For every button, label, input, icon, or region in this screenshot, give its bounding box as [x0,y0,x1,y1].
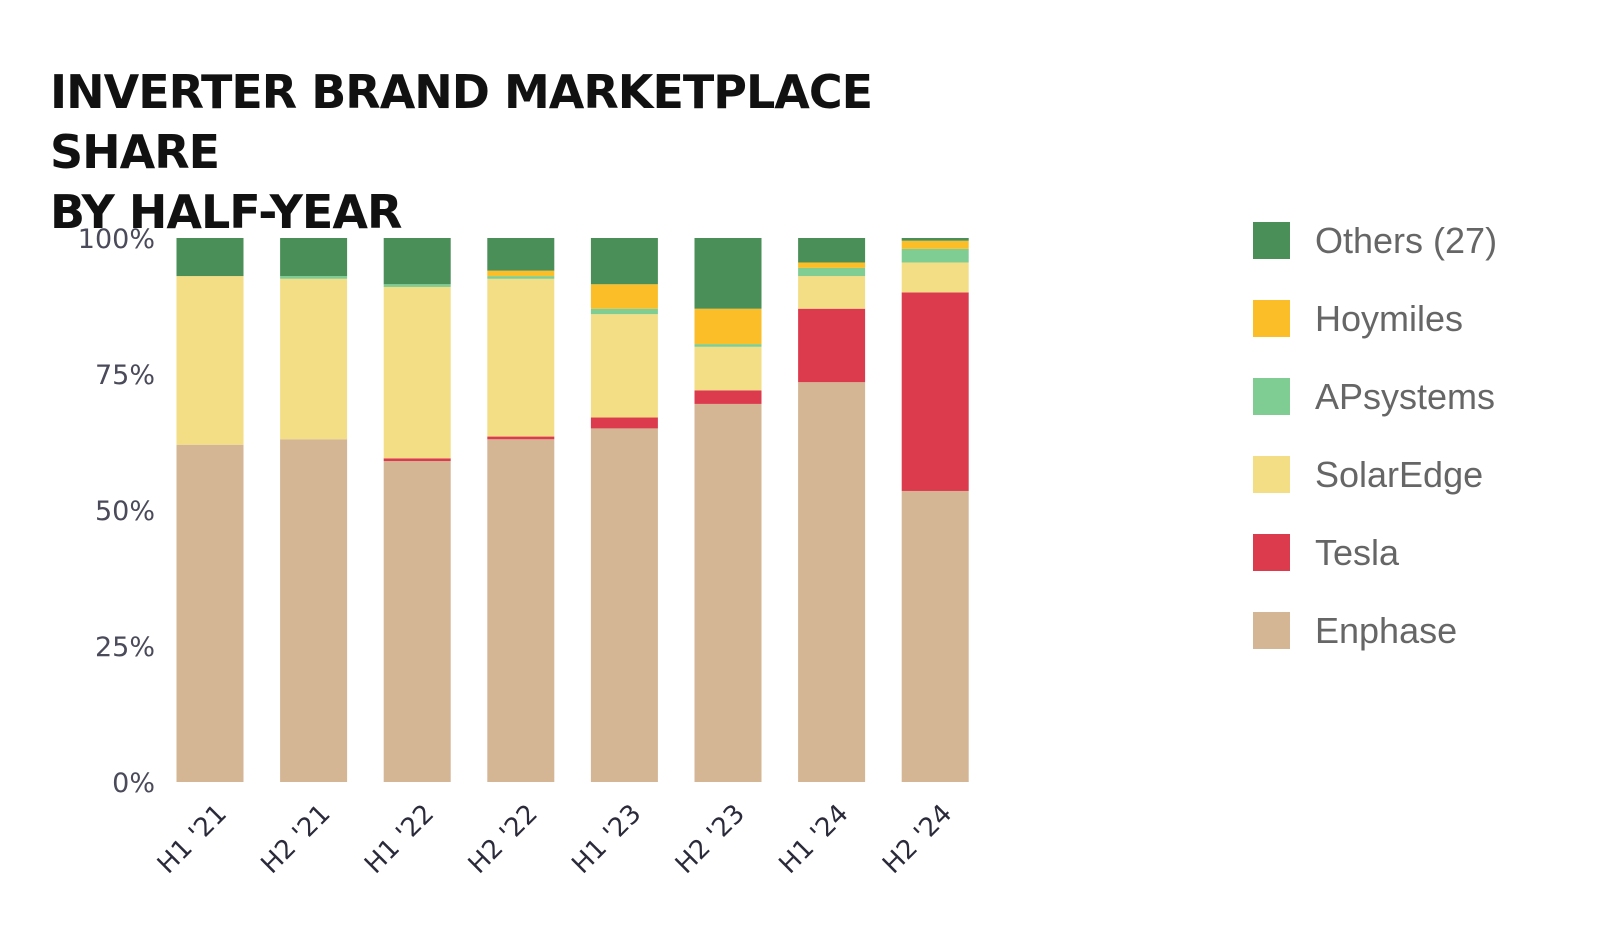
bar-segment [590,238,658,285]
bar-segment [798,267,866,277]
bar-stack [280,238,348,782]
bar-segment [901,240,969,249]
legend-label: SolarEdge [1315,454,1483,495]
bar-stack [694,238,762,782]
bars [176,238,969,782]
bar-segment [798,382,866,782]
y-tick-label: 50% [95,496,155,527]
y-tick-label: 25% [95,632,155,663]
bar-segment [176,238,244,277]
bar-segment [487,270,555,277]
bar-segment [798,276,866,309]
legend-item: SolarEdge [1253,454,1483,495]
bar-segment [383,458,451,462]
bar-segment [383,461,451,782]
bar-segment [590,428,658,782]
bar-segment [901,262,969,293]
bar-segment [901,490,969,782]
bar-segment [383,284,451,287]
legend-item: Hoymiles [1253,298,1463,339]
legend-item: Tesla [1253,532,1400,573]
x-tick-label: H2 '22 [463,799,544,880]
legend-item: Enphase [1253,610,1457,651]
bar-segment [901,292,969,491]
bar-segment [176,444,244,782]
bar-segment [694,346,762,391]
legend-label: APsystems [1315,376,1495,417]
y-tick-label: 100% [78,224,155,255]
legend-label: Tesla [1315,532,1400,573]
x-tick-label: H1 '23 [566,799,647,880]
x-tick-label: H2 '24 [877,799,958,880]
bar-segment [280,278,348,440]
x-axis: H1 '21 H2 '21 H1 '22 H2 '22 H1 '23 H2 '23 H1 '… [152,799,958,880]
bar-segment [280,439,348,782]
bar-segment [694,344,762,347]
legend: Others (27) Hoymiles APsystems SolarEdge Tes… [1253,220,1497,651]
legend-label: Others (27) [1315,220,1497,261]
bar-stack [487,238,555,782]
bar-segment [487,278,555,437]
x-tick-label: H1 '24 [774,799,855,880]
legend-swatch [1253,222,1290,259]
x-tick-label: H2 '21 [256,799,337,880]
y-tick-label: 75% [95,360,155,391]
bar-stack [798,238,866,782]
bar-segment [694,238,762,309]
x-tick-label: H1 '21 [152,799,233,880]
bar-segment [798,308,866,383]
bar-segment [901,238,969,241]
y-tick-label: 0% [112,768,155,799]
bar-stack [176,238,244,782]
bar-segment [694,403,762,782]
bar-segment [694,308,762,345]
legend-swatch [1253,534,1290,571]
bar-stack [590,238,658,782]
bar-segment [798,262,866,268]
bar-segment [798,238,866,263]
bar-segment [901,248,969,263]
bar-segment [280,276,348,279]
bar-segment [590,284,658,309]
legend-swatch [1253,300,1290,337]
bar-segment [383,286,451,459]
legend-label: Hoymiles [1315,298,1463,339]
bar-segment [590,308,658,315]
chart-title: INVERTER BRAND MARKETPLACE SHARE BY HALF… [50,62,1050,242]
bar-segment [487,439,555,782]
bar-segment [590,417,658,429]
chart-title-line-2: BY HALF-YEAR [50,185,402,239]
bar-segment [590,314,658,418]
bar-segment [487,436,555,440]
bar-stack [383,238,451,782]
legend-label: Enphase [1315,610,1457,651]
bar-segment [176,276,244,445]
bar-stack [901,238,969,782]
y-axis: 0% 25% 50% 75% 100% [78,224,155,799]
x-tick-label: H1 '22 [359,799,440,880]
legend-item: Others (27) [1253,220,1497,261]
bar-segment [694,390,762,404]
legend-swatch [1253,612,1290,649]
bar-segment [487,238,555,271]
legend-swatch [1253,378,1290,415]
bar-segment [383,238,451,285]
bar-segment [280,238,348,277]
bar-segment [487,276,555,279]
legend-swatch [1253,456,1290,493]
chart-title-line-1: INVERTER BRAND MARKETPLACE SHARE [50,65,873,179]
x-tick-label: H2 '23 [670,799,751,880]
legend-item: APsystems [1253,376,1495,417]
